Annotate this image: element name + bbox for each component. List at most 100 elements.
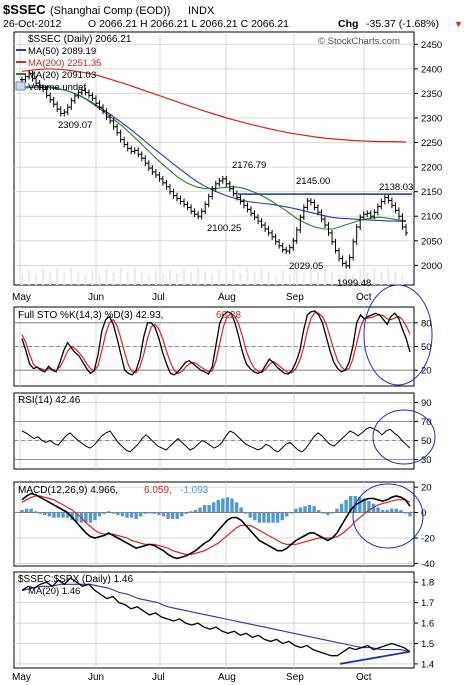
volume-bar (373, 268, 376, 285)
macd-hist-bar (125, 512, 129, 518)
month-label-bottom: Jun (88, 672, 104, 683)
volume-bar (63, 272, 66, 285)
macd-hist-bar (285, 512, 289, 517)
macd-hist-bar (75, 512, 79, 522)
macd-hist-bar (335, 508, 339, 513)
volume-bar (190, 272, 193, 285)
ma200-line (21, 68, 407, 143)
y-tick-label: 2450 (421, 40, 442, 51)
rsi-legend: RSI(14) 42.46 (18, 395, 81, 406)
down-arrow-icon: ▼ (454, 19, 463, 29)
macd-hist-bar (52, 512, 56, 518)
sto-k-line (21, 310, 411, 376)
panel-frame (13, 481, 415, 567)
price-label-6: 1999.48 (337, 278, 371, 289)
volume-bar (359, 269, 362, 285)
macd-hist-value: -1.093 (180, 485, 209, 496)
volume-bar (380, 272, 383, 285)
sto-legend: Full STO %K(14,3) %D(3) 42.93, (18, 310, 163, 321)
y-tick-label: 1.8 (421, 578, 434, 589)
volume-bar (225, 274, 228, 285)
y-tick-label: 1.6 (421, 619, 434, 630)
macd-hist-bar (180, 512, 184, 517)
month-label: May (12, 292, 31, 303)
macd-hist-bar (33, 511, 38, 513)
volume-bar (91, 270, 94, 285)
macd-hist-bar (303, 506, 307, 513)
y-tick-label: -20 (421, 534, 435, 545)
macd-line (21, 492, 411, 560)
macd-hist-bar (221, 498, 225, 513)
macd-hist-bar (362, 498, 367, 513)
macd-hist-bar (257, 512, 262, 523)
month-label: Jun (88, 292, 104, 303)
macd-hist-bar (307, 504, 312, 513)
macd-hist-bar (170, 512, 175, 519)
ticker-name: (Shanghai Comp (EOD)) (50, 5, 170, 17)
y-tick-label: 70 (421, 417, 432, 428)
rsi-highlight-ellipse (372, 409, 436, 465)
volume-bar (176, 273, 179, 285)
macd-hist-bar (399, 510, 403, 513)
macd-hist-bar (243, 512, 248, 514)
macd-hist-bar (225, 497, 230, 513)
ratio-legend: $SSEC:$SPX (Daily) 1.46 (18, 574, 133, 585)
volume-bar (260, 267, 263, 285)
y-tick-label: 2300 (421, 113, 442, 124)
macd-hist-bar (207, 504, 211, 513)
macd-hist-bar (212, 502, 216, 513)
y-tick-label: 20 (421, 483, 432, 494)
macd-hist-bar (184, 512, 189, 514)
volume-bar (394, 271, 397, 285)
volume-bar (338, 275, 341, 285)
macd-signal-value: 6.059, (144, 485, 172, 496)
macd-hist-bar (65, 512, 70, 518)
volume-bar (204, 271, 207, 285)
macd-hist-bar (193, 510, 198, 513)
macd-hist-bar (56, 512, 61, 518)
y-tick-label: -40 (421, 559, 435, 570)
macd-hist-bar (358, 497, 362, 513)
volume-bar (77, 271, 80, 285)
macd-hist-bar (289, 512, 294, 514)
macd-signal-line (21, 495, 411, 556)
volume-bar (105, 269, 108, 285)
macd-hist-bar (116, 512, 120, 516)
macd-hist-bar (262, 512, 266, 523)
macd-hist-bar (20, 510, 24, 513)
y-tick-label: 80 (421, 318, 432, 329)
macd-hist-bar (380, 510, 385, 513)
panel-frame (13, 31, 415, 286)
macd-hist-bar (120, 512, 125, 517)
y-tick-label: 2250 (421, 138, 442, 149)
y-tick-label: 2050 (421, 236, 442, 247)
volume-bar (345, 270, 348, 285)
month-label: Jul (152, 292, 165, 303)
volume-bar (331, 271, 334, 285)
volume-bar (366, 273, 369, 285)
volume-bar (28, 270, 31, 285)
volume-bar (387, 267, 390, 285)
macd-hist-bar (330, 512, 335, 514)
y-tick-label: 1.7 (421, 598, 434, 609)
volume-bar (309, 268, 312, 285)
volume-bar (98, 274, 101, 285)
macd-hist-bar (24, 508, 29, 513)
ticker-symbol: $SSEC (3, 2, 46, 17)
price-label-2: 2176.79 (232, 160, 266, 171)
y-tick-label: 30 (421, 455, 432, 466)
change-value: -35.37 (-1.68%) (366, 18, 439, 30)
volume-bar (49, 273, 52, 285)
macd-hist-bar (339, 503, 344, 513)
volume-bar (316, 272, 319, 285)
macd-hist-bar (408, 512, 412, 517)
macd-hist-bar (216, 499, 220, 513)
y-tick-label: 2150 (421, 187, 442, 198)
macd-hist-bar (97, 512, 102, 517)
y-tick-label: 2350 (421, 89, 442, 100)
macd-hist-bar (367, 501, 371, 513)
macd-hist-bar (326, 512, 330, 516)
price-label-7: 2138.03 (379, 182, 413, 193)
y-tick-label: 50 (421, 436, 432, 447)
y-tick-label: 2100 (421, 212, 442, 223)
